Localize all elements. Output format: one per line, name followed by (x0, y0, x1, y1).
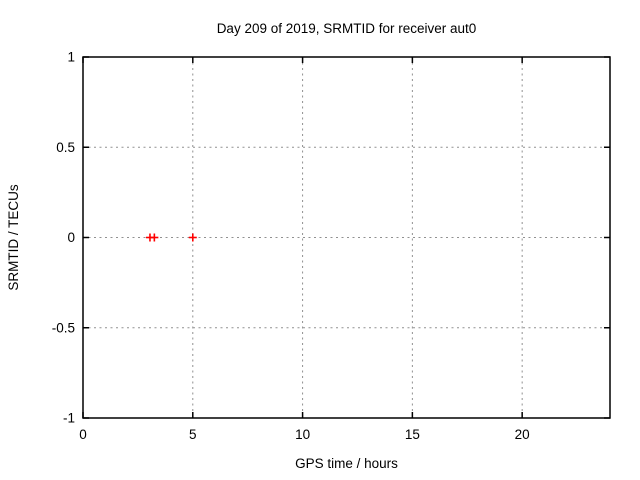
x-axis-label: GPS time / hours (295, 456, 398, 471)
y-tick-label: 0.5 (56, 140, 75, 155)
x-tick-label: 15 (405, 427, 420, 442)
y-axis-label: SRMTID / TECUs (6, 184, 21, 291)
chart-title: Day 209 of 2019, SRMTID for receiver aut… (217, 21, 477, 36)
x-tick-label: 20 (515, 427, 530, 442)
y-tick-label: 0 (67, 230, 75, 245)
x-tick-label: 0 (79, 427, 87, 442)
y-tick-label: -0.5 (52, 320, 75, 335)
y-tick-label: 1 (67, 50, 75, 65)
data-point-marker (188, 233, 197, 242)
y-tick-label: -1 (63, 411, 75, 426)
data-point-marker (150, 233, 159, 242)
x-tick-label: 5 (189, 427, 197, 442)
x-tick-label: 10 (295, 427, 310, 442)
